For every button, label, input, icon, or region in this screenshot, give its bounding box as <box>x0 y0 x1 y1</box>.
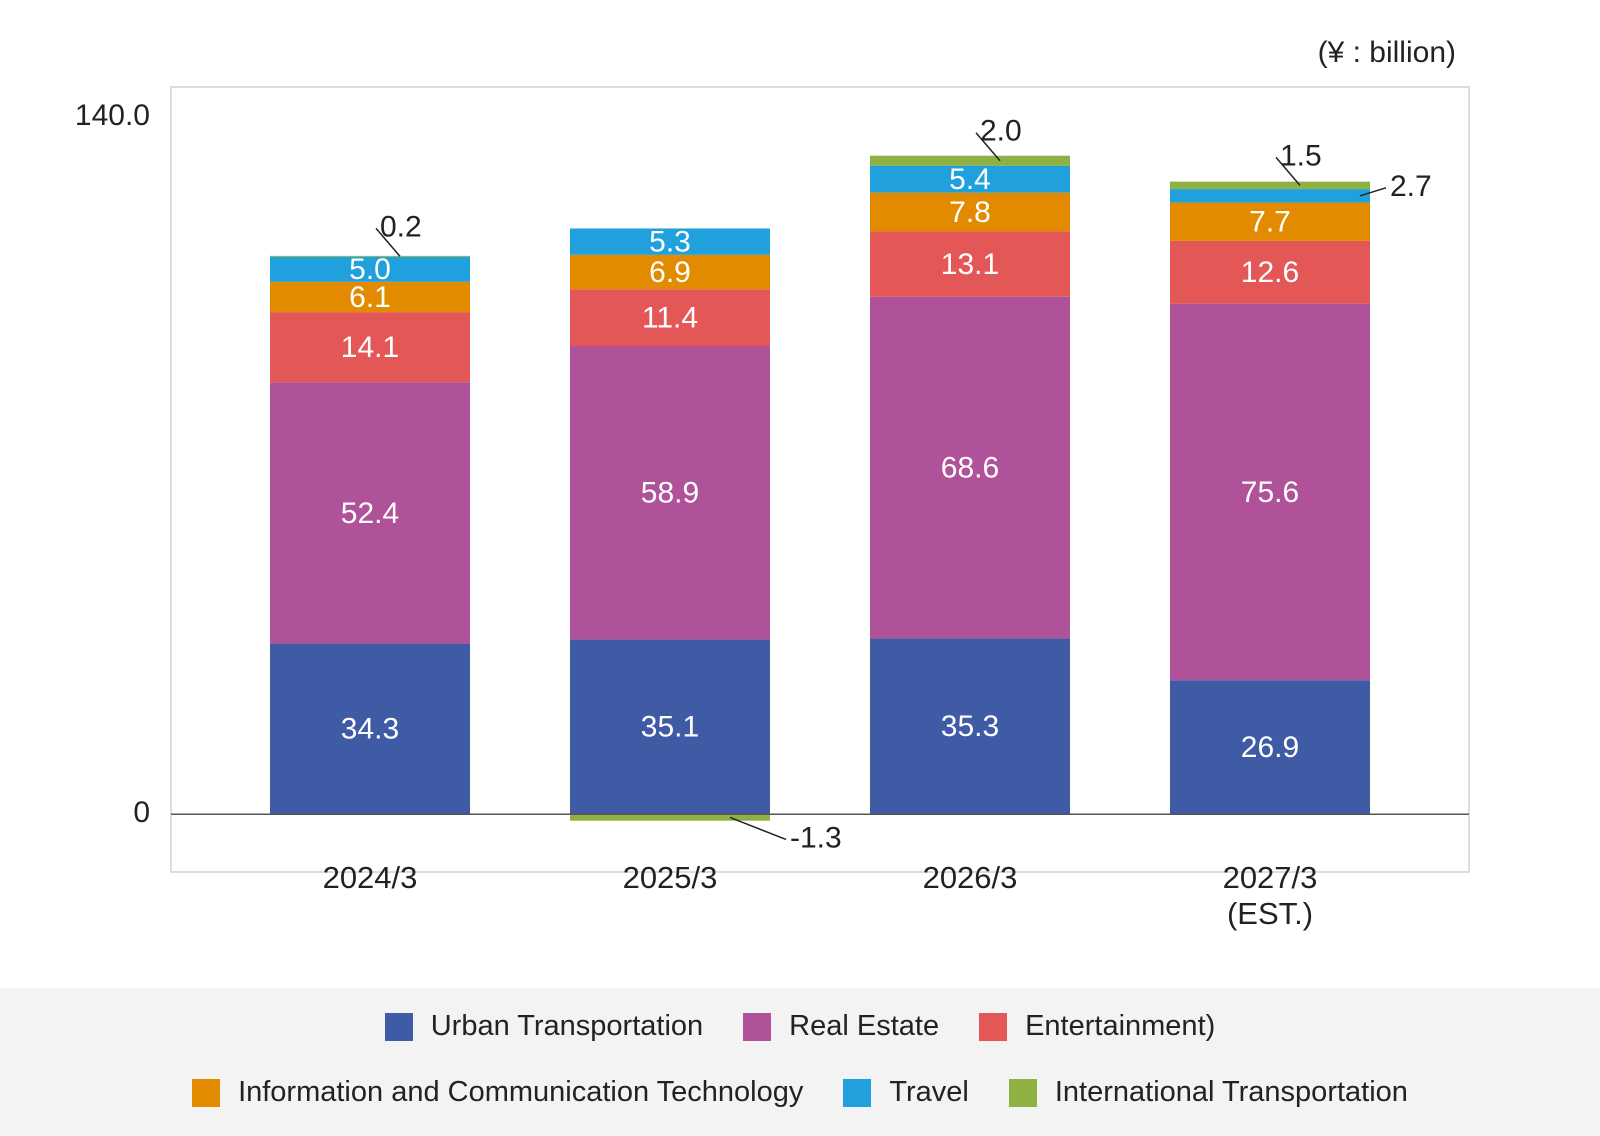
legend-item: Real Estate <box>743 1010 939 1043</box>
value-label: 68.6 <box>941 451 999 484</box>
x-tick-label: 2026/3 <box>922 860 1018 895</box>
bar-segment <box>1170 240 1370 304</box>
bar-segment <box>1170 202 1370 241</box>
bar-segment <box>570 289 770 347</box>
bar-segment <box>870 638 1070 815</box>
legend-swatch <box>1008 1078 1037 1107</box>
bar-segment <box>870 231 1070 297</box>
value-label: 2.0 <box>980 115 1022 148</box>
bar-segment <box>270 643 470 815</box>
legend-swatch <box>979 1012 1008 1041</box>
plot-frame <box>170 86 1470 873</box>
bar-segment <box>870 165 1070 193</box>
value-label: 5.3 <box>649 226 691 259</box>
legend-label: Real Estate <box>789 1010 940 1042</box>
bar-segment <box>870 296 1070 639</box>
bar-segment <box>870 155 1070 166</box>
legend-row: Information and Communication Technology… <box>0 1076 1600 1109</box>
value-label: 75.6 <box>1241 476 1299 509</box>
value-label: 6.9 <box>649 256 691 289</box>
bar-segment <box>570 254 770 290</box>
leader-line <box>1275 156 1301 186</box>
bar-segment <box>570 228 770 255</box>
legend-row: Urban Transportation Real Estate Entertain… <box>0 1010 1600 1043</box>
bar-segment <box>1170 680 1370 815</box>
unit-label: (¥ : billion) <box>1318 36 1456 69</box>
bar-segment <box>1170 189 1370 203</box>
bar-segment <box>570 346 770 640</box>
value-label: 35.3 <box>941 710 999 743</box>
legend-label: Entertainment) <box>1025 1010 1216 1042</box>
value-label: 0.2 <box>380 210 422 243</box>
value-label: 7.7 <box>1249 206 1291 239</box>
x-tick-label: 2027/3 (EST.) <box>1222 860 1318 931</box>
legend-swatch <box>743 1012 772 1041</box>
value-label: 26.9 <box>1241 731 1299 764</box>
bar-segment <box>1170 303 1370 681</box>
leader-line <box>1359 187 1387 197</box>
value-label: 34.3 <box>341 713 399 746</box>
legend-label: International Transportation <box>1054 1076 1408 1108</box>
legend-label: Travel <box>889 1076 969 1108</box>
x-tick-label: 2025/3 <box>622 860 718 895</box>
value-label: 58.9 <box>641 477 699 510</box>
leader-line <box>375 227 401 257</box>
value-label: 52.4 <box>341 497 399 530</box>
value-label: 1.5 <box>1280 139 1322 172</box>
bar-segment <box>1170 181 1370 190</box>
bar-segment <box>570 639 770 815</box>
value-label: 6.1 <box>349 281 391 314</box>
chart: (¥ : billion) 0 140.0 34.3 52.4 14.1 6.15.0 0.… <box>75 36 1470 873</box>
legend: Urban Transportation Real Estate Entertain… <box>0 988 1600 1136</box>
legend-swatch <box>843 1078 872 1107</box>
x-tick-label: 2024/3 <box>322 860 418 895</box>
bar-segment <box>870 192 1070 232</box>
leader-line <box>729 816 787 841</box>
leader-line <box>975 132 1001 162</box>
y-tick-label: 140.0 <box>75 99 150 132</box>
value-label: 13.1 <box>941 248 999 281</box>
bar-segment <box>270 312 470 383</box>
legend-item: Urban Transportation <box>384 1010 704 1043</box>
value-label: 35.1 <box>641 711 699 744</box>
value-label: 5.0 <box>349 253 391 286</box>
legend-item: International Transportation <box>1008 1076 1408 1109</box>
value-label: 11.4 <box>642 302 698 335</box>
legend-swatch <box>384 1012 413 1041</box>
legend-item: Information and Communication Technology <box>192 1076 803 1109</box>
bar-segment <box>270 382 470 644</box>
y-tick-label: 0 <box>133 796 150 829</box>
legend-item: Travel <box>843 1076 969 1109</box>
value-label: 2.7 <box>1390 170 1432 203</box>
bar-segment <box>270 281 470 313</box>
legend-swatch <box>192 1078 221 1107</box>
legend-label: Urban Transportation <box>430 1010 704 1042</box>
value-label: 5.4 <box>949 163 991 196</box>
legend-label: Information and Communication Technology <box>238 1076 804 1108</box>
value-label: -1.3 <box>790 821 842 854</box>
legend-item: Entertainment) <box>979 1010 1215 1043</box>
bar-segment <box>270 255 470 257</box>
value-label: 7.8 <box>949 196 991 229</box>
bar-segment <box>270 256 470 282</box>
bar-segment <box>570 814 770 821</box>
value-label: 14.1 <box>341 331 399 364</box>
value-label: 12.6 <box>1241 256 1299 289</box>
